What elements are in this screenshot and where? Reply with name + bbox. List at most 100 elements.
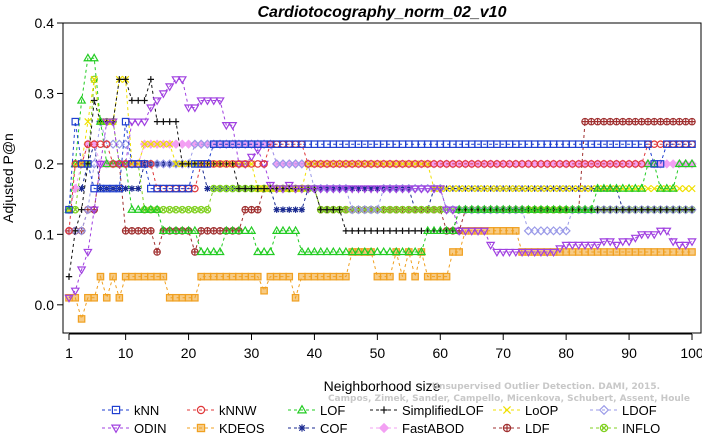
point-loop: [480, 184, 488, 193]
point-loop: [562, 184, 570, 193]
point-odin: [397, 185, 408, 194]
point-lof: [177, 225, 187, 235]
point-lof: [284, 225, 294, 235]
point-simplifiedlof: [254, 185, 261, 192]
point-lof: [548, 204, 559, 213]
point-simplifiedlof: [418, 227, 425, 235]
point-odin: [146, 104, 156, 113]
point-lof: [611, 183, 622, 192]
credit-line-1: Unsupervised Outlier Detection. DAMI, 20…: [432, 382, 660, 392]
point-odin: [473, 227, 483, 236]
point-lof: [297, 246, 307, 256]
point-ldf: [644, 118, 652, 125]
point-ldof: [624, 205, 634, 215]
point-lof: [599, 183, 609, 192]
point-kdeos: [96, 272, 105, 281]
point-simplifiedlof: [405, 227, 413, 235]
point-simplifiedlof: [179, 160, 186, 168]
legend-label: FastABOD: [402, 421, 464, 434]
point-ldof: [171, 159, 181, 169]
legend-label: SimplifiedLOF: [402, 403, 484, 418]
point-odin: [240, 160, 250, 169]
point-odin: [504, 248, 515, 258]
point-lof: [668, 183, 678, 192]
point-kdeos: [386, 272, 394, 281]
x-tick-label: 90: [621, 345, 637, 361]
point-lof: [265, 246, 276, 256]
point-simplifiedlof: [260, 185, 268, 192]
point-lof: [529, 204, 540, 213]
point-ldof: [574, 205, 584, 215]
point-ldof: [454, 205, 464, 215]
point-ldof: [70, 226, 80, 236]
point-inflo: [173, 207, 179, 213]
point-lof: [555, 204, 565, 213]
point-kdeos: [115, 293, 124, 302]
point-odin: [567, 241, 578, 250]
point-cof: [78, 185, 85, 192]
point-loop: [688, 184, 696, 193]
point-odin: [234, 160, 244, 169]
point-ldof: [485, 205, 496, 215]
point-odin: [227, 121, 238, 131]
point-lof: [328, 246, 339, 256]
point-odin: [422, 185, 433, 194]
point-inflo: [368, 207, 374, 213]
point-kdeos: [147, 272, 155, 281]
point-ldof: [567, 205, 578, 215]
point-knn: [65, 205, 73, 214]
point-simplifiedlof: [399, 227, 406, 235]
point-kdeos: [184, 293, 193, 302]
point-odin: [542, 248, 552, 258]
point-lof: [586, 204, 597, 213]
x-tick-label: 40: [307, 345, 323, 361]
point-kdeos: [669, 248, 677, 256]
point-lof: [485, 204, 496, 213]
point-odin: [454, 227, 464, 236]
point-ldf: [625, 118, 633, 125]
legend: kNN kNNW LOF SimplifiedLOF LoOP LDOF ODIN KDEOS…: [102, 403, 660, 434]
point-simplifiedlof: [663, 206, 671, 213]
point-cof: [204, 185, 211, 192]
legend-marker-inflo: [601, 425, 607, 431]
point-ldf: [619, 118, 626, 125]
series-line-lof: [68, 57, 692, 253]
point-odin: [120, 160, 131, 169]
point-cof: [355, 185, 362, 192]
point-lof: [246, 225, 257, 235]
point-lof: [341, 246, 351, 256]
x-tick-label: 20: [181, 345, 197, 361]
series-kdeos: [65, 227, 696, 323]
point-simplifiedlof: [361, 227, 368, 235]
point-odin: [102, 118, 112, 127]
point-lof: [574, 204, 584, 213]
point-ldof: [592, 205, 603, 215]
point-simplifiedlof: [676, 206, 683, 213]
point-odin: [259, 160, 269, 169]
point-odin: [334, 185, 345, 194]
point-kdeos: [272, 272, 281, 281]
point-loop: [581, 184, 589, 193]
point-inflo: [204, 207, 211, 213]
point-fastabod: [177, 139, 187, 149]
point-ldof: [479, 205, 490, 215]
point-cof: [122, 185, 129, 192]
series-line-odin: [68, 78, 693, 299]
point-kdeos: [618, 248, 627, 256]
point-simplifiedlof: [317, 206, 324, 213]
point-lof: [366, 246, 376, 256]
point-inflo: [387, 207, 393, 213]
point-simplifiedlof: [330, 206, 337, 213]
point-lof: [404, 246, 414, 256]
point-ldof: [360, 205, 370, 215]
point-ldf: [682, 118, 689, 125]
point-ldf: [588, 118, 595, 125]
point-inflo: [425, 207, 431, 213]
point-kdeos: [159, 272, 168, 281]
point-odin: [492, 248, 502, 258]
point-knn: [644, 140, 652, 148]
point-kdeos: [109, 272, 117, 281]
point-lof: [567, 204, 578, 213]
point-odin: [680, 241, 691, 250]
point-kdeos: [449, 248, 457, 256]
